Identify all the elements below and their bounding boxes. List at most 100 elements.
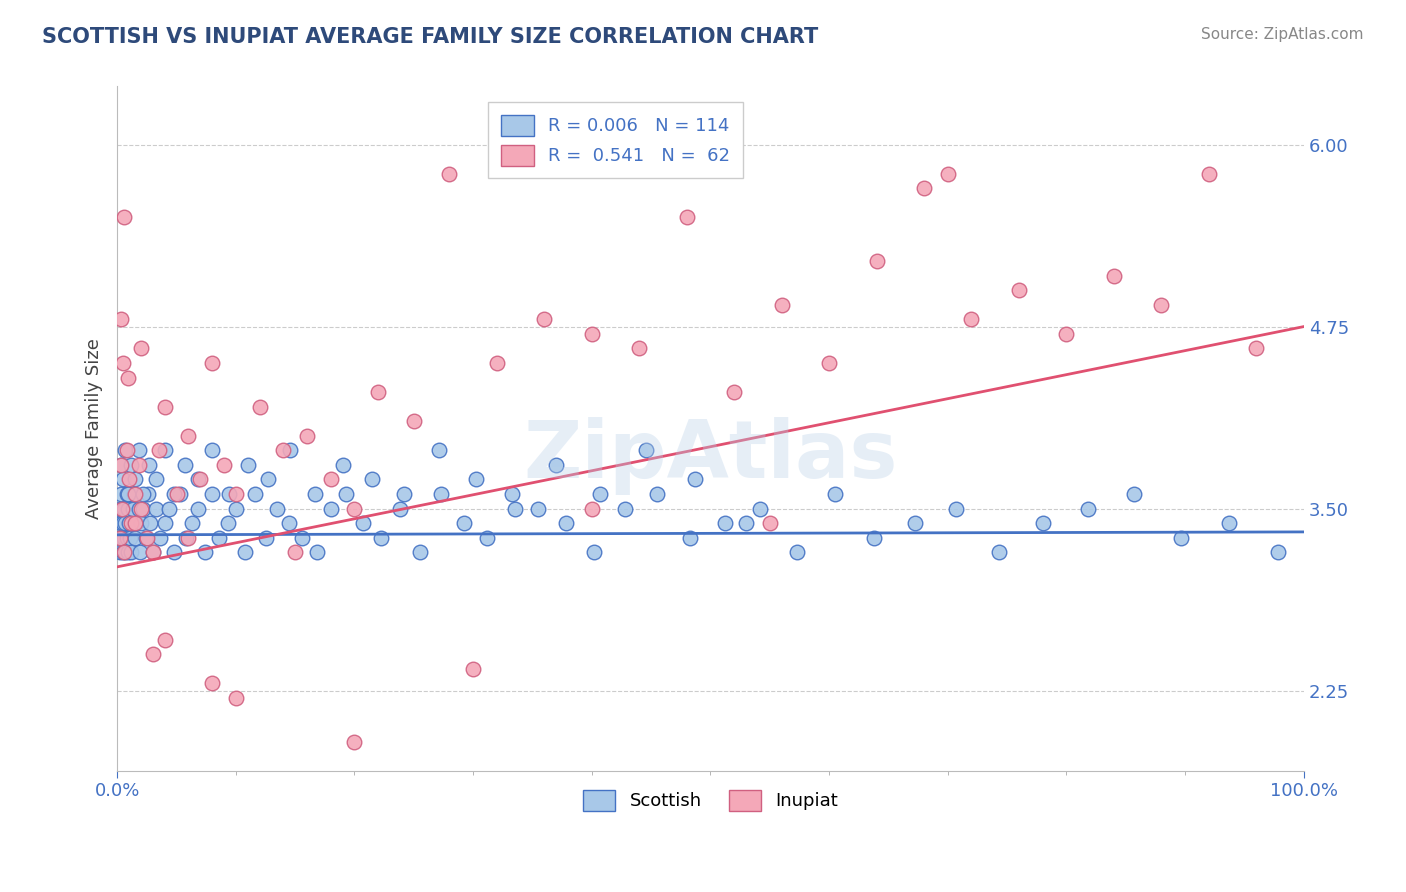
Point (118, 473, 141, 487)
Point (120, 531, 142, 545)
Point (122, 487, 145, 501)
Point (343, 501, 366, 516)
Point (110, 458, 132, 472)
Point (145, 473, 167, 487)
Point (402, 414, 425, 428)
Point (987, 545, 1010, 559)
Point (713, 516, 735, 531)
Point (111, 531, 134, 545)
Point (1198, 167, 1220, 181)
Point (212, 458, 235, 472)
Point (112, 356, 135, 370)
Point (153, 516, 176, 531)
Point (304, 487, 326, 501)
Point (319, 501, 342, 516)
Point (723, 385, 745, 400)
Point (735, 516, 758, 531)
Point (177, 429, 200, 443)
Point (148, 443, 170, 458)
Point (1170, 531, 1192, 545)
Point (120, 458, 142, 472)
Point (129, 342, 152, 356)
Point (863, 531, 886, 545)
Point (503, 501, 526, 516)
Point (201, 443, 224, 458)
Point (254, 531, 277, 545)
Point (173, 458, 195, 472)
Point (645, 487, 668, 501)
Text: SCOTTISH VS INUPIAT AVERAGE FAMILY SIZE CORRELATION CHART: SCOTTISH VS INUPIAT AVERAGE FAMILY SIZE … (42, 27, 818, 46)
Point (118, 516, 141, 531)
Point (128, 458, 150, 472)
Point (266, 501, 288, 516)
Point (111, 501, 134, 516)
Point (194, 545, 217, 559)
Point (153, 443, 176, 458)
Point (132, 501, 155, 516)
Point (120, 545, 142, 559)
Point (865, 254, 887, 268)
Point (388, 501, 411, 516)
Point (1102, 268, 1125, 283)
Point (1077, 501, 1099, 516)
Point (225, 690, 247, 705)
Point (153, 400, 176, 414)
Point (477, 531, 499, 545)
Point (409, 545, 432, 559)
Point (135, 531, 157, 545)
Text: ZipAtlas: ZipAtlas (523, 417, 897, 495)
Point (453, 516, 475, 531)
Point (291, 531, 314, 545)
Point (370, 531, 392, 545)
Point (125, 516, 148, 531)
Point (117, 501, 139, 516)
Point (463, 662, 485, 676)
Point (628, 342, 651, 356)
Point (112, 473, 135, 487)
Point (142, 545, 165, 559)
Point (1267, 545, 1289, 559)
Point (430, 487, 453, 501)
Point (115, 487, 138, 501)
Point (427, 443, 450, 458)
Point (554, 516, 576, 531)
Point (157, 501, 180, 516)
Point (166, 487, 188, 501)
Point (1218, 516, 1240, 531)
Point (114, 545, 136, 559)
Point (129, 516, 152, 531)
Point (177, 531, 200, 545)
Point (903, 516, 925, 531)
Point (201, 356, 224, 370)
Point (114, 443, 136, 458)
Point (1032, 516, 1054, 531)
Text: Source: ZipAtlas.com: Source: ZipAtlas.com (1201, 27, 1364, 42)
Point (142, 647, 165, 661)
Point (187, 501, 209, 516)
Point (124, 531, 146, 545)
Point (107, 531, 129, 545)
Point (683, 473, 706, 487)
Point (960, 312, 983, 326)
Point (546, 458, 568, 472)
Point (271, 443, 294, 458)
Point (1008, 283, 1031, 297)
Point (201, 487, 224, 501)
Point (352, 516, 374, 531)
Point (945, 501, 967, 516)
Point (187, 473, 209, 487)
Point (824, 487, 846, 501)
Point (128, 443, 150, 458)
Point (1150, 298, 1173, 312)
Point (114, 516, 136, 531)
Point (335, 487, 357, 501)
Point (361, 473, 384, 487)
Point (110, 458, 132, 472)
Point (108, 531, 131, 545)
Point (394, 487, 416, 501)
Point (786, 545, 808, 559)
Point (280, 443, 302, 458)
Point (343, 734, 366, 748)
Point (129, 501, 152, 516)
Point (110, 516, 132, 531)
